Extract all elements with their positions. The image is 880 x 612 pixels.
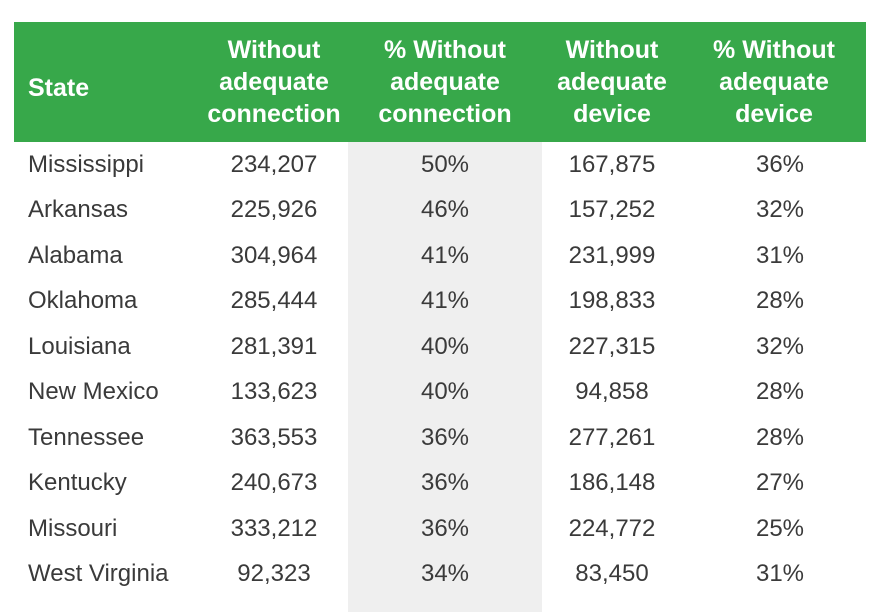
cell-pct-without-connection: 40% — [420, 332, 470, 360]
cell-without-device: 224,772 — [568, 514, 656, 542]
header-pct-without-device: % Without adequate device — [713, 36, 835, 128]
cell-pct-without-connection: 46% — [420, 196, 470, 224]
table-row: Louisiana 281,391 40% 227,315 32% — [0, 324, 880, 370]
cell-without-device: 94,858 — [575, 378, 649, 406]
table-row: Oklahoma 285,444 41% 198,833 28% — [0, 279, 880, 325]
header-without-device: Without adequate device — [557, 36, 667, 128]
cell-pct-without-connection: 34% — [420, 560, 470, 588]
table-row: Mississippi 234,207 50% 167,875 36% — [0, 142, 880, 188]
cell-pct-without-device: 28% — [755, 423, 805, 451]
cell-state: Kentucky — [28, 469, 127, 497]
cell-state: Oklahoma — [28, 287, 138, 315]
cell-without-connection: 225,926 — [230, 196, 318, 224]
cell-pct-without-connection: 36% — [420, 469, 470, 497]
cell-pct-without-connection: 41% — [420, 287, 470, 315]
cell-pct-without-device: 31% — [755, 560, 805, 588]
cell-without-device: 186,148 — [568, 469, 656, 497]
table-row: Kentucky 240,673 36% 186,148 27% — [0, 461, 880, 507]
cell-pct-without-device: 36% — [755, 150, 805, 178]
cell-pct-without-device: 28% — [755, 287, 805, 315]
table-row: Tennessee 363,553 36% 277,261 28% — [0, 415, 880, 461]
cell-state: West Virginia — [28, 560, 169, 588]
table-row: Alabama 304,964 41% 231,999 31% — [0, 233, 880, 279]
cell-pct-without-connection: 40% — [420, 378, 470, 406]
cell-state: New Mexico — [28, 378, 159, 406]
cell-without-connection: 234,207 — [230, 150, 318, 178]
cell-state: Alabama — [28, 241, 123, 269]
cell-state: Mississippi — [28, 150, 145, 178]
cell-pct-without-connection: 36% — [420, 423, 470, 451]
cell-state: Missouri — [28, 514, 118, 542]
header-without-connection: Without adequate connection — [207, 36, 341, 128]
cell-pct-without-device: 32% — [755, 332, 805, 360]
cell-state: Louisiana — [28, 332, 131, 360]
cell-without-device: 277,261 — [568, 423, 656, 451]
cell-without-device: 167,875 — [568, 150, 656, 178]
cell-without-connection: 333,212 — [230, 514, 318, 542]
cell-state: Tennessee — [28, 423, 145, 451]
cell-without-connection: 92,323 — [237, 560, 311, 588]
cell-pct-without-device: 25% — [755, 514, 805, 542]
table-row: West Virginia 92,323 34% 83,450 31% — [0, 552, 880, 598]
cell-without-connection: 240,673 — [230, 469, 318, 497]
cell-without-device: 83,450 — [575, 560, 649, 588]
cell-without-connection: 281,391 — [230, 332, 318, 360]
table-row: New Mexico 133,623 40% 94,858 28% — [0, 370, 880, 416]
cell-without-device: 227,315 — [568, 332, 656, 360]
header-pct-without-connection: % Without adequate connection — [378, 36, 512, 128]
cell-pct-without-connection: 41% — [420, 241, 470, 269]
table-body: Mississippi 234,207 50% 167,875 36% Arka… — [0, 142, 880, 597]
cell-state: Arkansas — [28, 196, 129, 224]
cell-without-device: 231,999 — [568, 241, 656, 269]
cell-pct-without-device: 31% — [755, 241, 805, 269]
cell-without-connection: 285,444 — [230, 287, 318, 315]
table-row: Missouri 333,212 36% 224,772 25% — [0, 506, 880, 552]
cell-pct-without-connection: 50% — [420, 150, 470, 178]
cell-without-connection: 363,553 — [230, 423, 318, 451]
cell-without-connection: 133,623 — [230, 378, 318, 406]
cell-pct-without-connection: 36% — [420, 514, 470, 542]
cell-pct-without-device: 32% — [755, 196, 805, 224]
table-row: Arkansas 225,926 46% 157,252 32% — [0, 188, 880, 234]
cell-without-device: 157,252 — [568, 196, 656, 224]
cell-without-device: 198,833 — [568, 287, 656, 315]
cell-pct-without-device: 28% — [755, 378, 805, 406]
highlighted-column-band — [348, 142, 542, 612]
cell-without-connection: 304,964 — [230, 241, 318, 269]
header-state: State — [28, 74, 90, 102]
cell-pct-without-device: 27% — [755, 469, 805, 497]
table-header: State Without adequate connection % With… — [14, 22, 866, 142]
